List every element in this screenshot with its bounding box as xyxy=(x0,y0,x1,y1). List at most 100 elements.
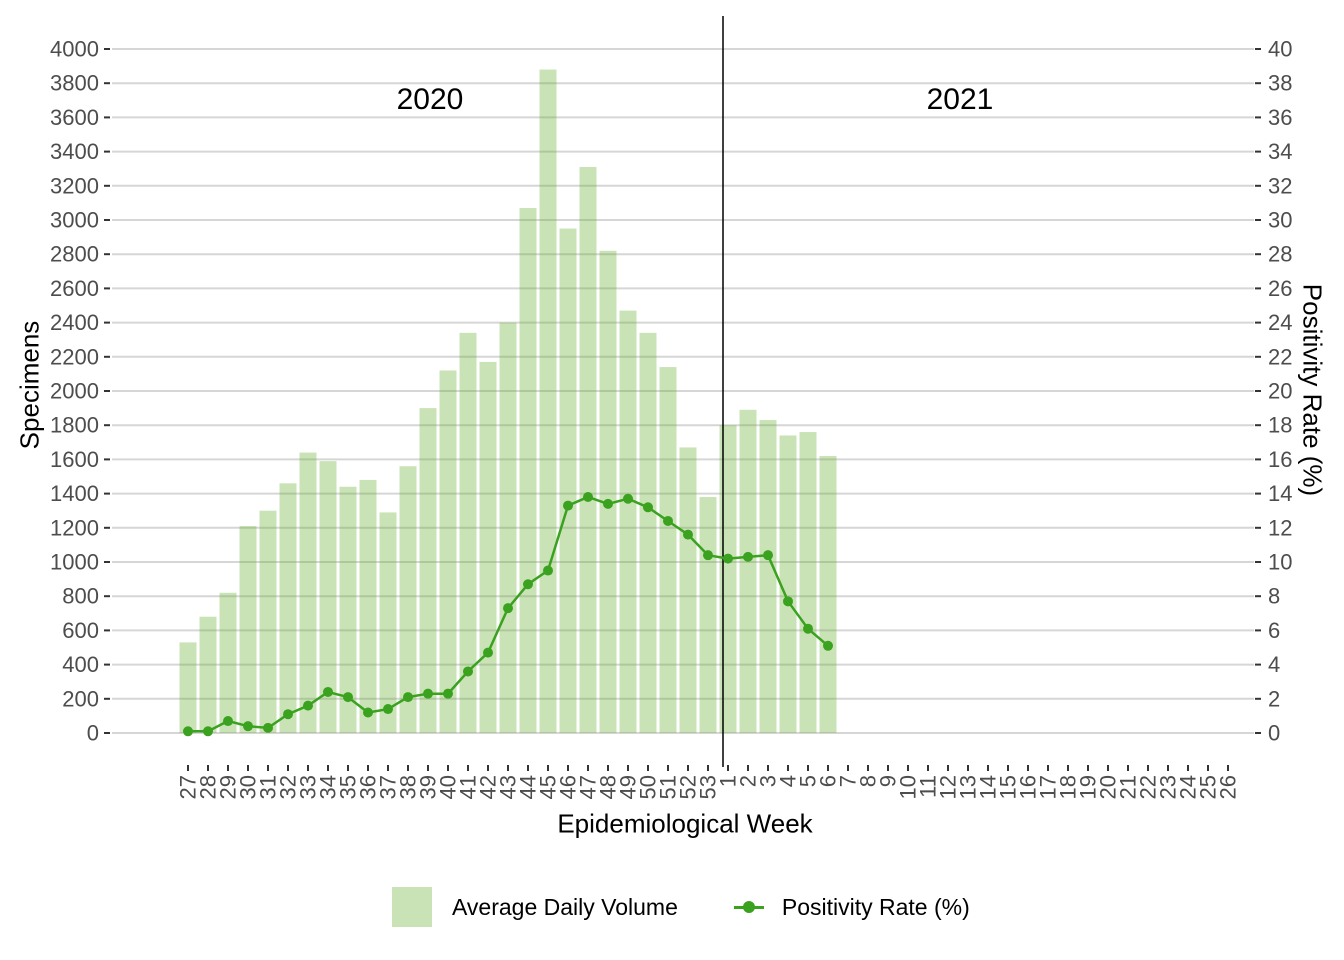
bar-2020-week-31 xyxy=(259,510,277,733)
point-2020-week-27 xyxy=(183,726,193,737)
bar-2020-week-52 xyxy=(679,447,697,733)
point-2020-week-46 xyxy=(563,500,573,511)
left-tick-label: 2600 xyxy=(50,276,99,301)
bar-2020-week-32 xyxy=(279,483,297,733)
x-tick-label-week-4-2021: 4 xyxy=(775,775,800,787)
right-tick-label: 34 xyxy=(1268,139,1292,164)
point-2020-week-32 xyxy=(283,709,293,720)
right-tick-label: 12 xyxy=(1268,515,1292,540)
bar-2020-week-49 xyxy=(619,310,637,733)
bar-2020-week-36 xyxy=(359,479,377,733)
point-2020-week-47 xyxy=(583,492,593,503)
bar-2021-week-1 xyxy=(719,425,737,733)
x-tick-label-week-1-2021: 1 xyxy=(715,775,740,787)
x-tick-label-week-22-2021: 22 xyxy=(1135,775,1160,799)
bar-2020-week-48 xyxy=(599,250,617,733)
x-tick-label-week-48-2020: 48 xyxy=(595,775,620,799)
bar-2021-week-3 xyxy=(759,420,777,733)
x-tick-label-week-17-2021: 17 xyxy=(1035,775,1060,799)
right-tick-label: 36 xyxy=(1268,105,1292,130)
left-axis: 0 200 400 600 800 1000 1200 1400 1600 1800 2000 220… xyxy=(50,36,110,745)
right-tick-label: 16 xyxy=(1268,447,1292,472)
x-tick-label-week-6-2021: 6 xyxy=(815,775,840,787)
point-2020-week-45 xyxy=(543,565,553,576)
left-tick-label: 1600 xyxy=(50,447,99,472)
year-label-2020: 2020 xyxy=(396,83,464,116)
left-tick-label: 2800 xyxy=(50,242,99,267)
left-tick-label: 2400 xyxy=(50,310,99,335)
point-2020-week-51 xyxy=(663,515,673,526)
point-2021-week-4 xyxy=(783,596,793,607)
point-2020-week-41 xyxy=(463,666,473,677)
bar-series-average-daily-volume xyxy=(179,69,837,734)
x-tick-label-week-32-2020: 32 xyxy=(275,775,300,799)
x-tick-label-week-21-2021: 21 xyxy=(1115,775,1140,799)
left-tick-label: 3000 xyxy=(50,207,99,232)
point-2020-week-39 xyxy=(423,688,433,699)
bar-2020-week-46 xyxy=(559,228,577,734)
x-tick-label-week-40-2020: 40 xyxy=(435,775,460,799)
point-2020-week-34 xyxy=(323,686,333,697)
x-tick-label-week-16-2021: 16 xyxy=(1015,775,1040,799)
point-2020-week-36 xyxy=(363,707,373,718)
left-tick-label: 800 xyxy=(62,584,99,609)
right-tick-label: 40 xyxy=(1268,36,1292,61)
left-tick-label: 200 xyxy=(62,686,99,711)
legend-swatch-volume xyxy=(392,887,432,927)
x-tick-label-week-2-2021: 2 xyxy=(735,775,760,787)
x-tick-label-week-44-2020: 44 xyxy=(515,775,540,799)
right-tick-label: 24 xyxy=(1268,310,1292,335)
bar-2020-week-42 xyxy=(479,361,497,733)
x-tick-label-week-11-2021: 11 xyxy=(915,775,940,798)
x-tick-label-week-50-2020: 50 xyxy=(635,775,660,799)
point-2021-week-1 xyxy=(723,553,733,564)
right-tick-label: 38 xyxy=(1268,71,1292,96)
point-2020-week-28 xyxy=(203,726,213,737)
x-axis-title: Epidemiological Week xyxy=(557,808,813,839)
point-2020-week-29 xyxy=(223,716,233,727)
x-tick-label-week-7-2021: 7 xyxy=(835,775,860,787)
right-tick-label: 22 xyxy=(1268,344,1292,369)
right-tick-label: 2 xyxy=(1268,686,1280,711)
left-tick-label: 3200 xyxy=(50,173,99,198)
bar-2020-week-28 xyxy=(199,616,217,733)
x-tick-label-week-33-2020: 33 xyxy=(295,775,320,799)
x-tick-label-week-45-2020: 45 xyxy=(535,775,560,799)
x-axis: 2728293031323334353637383940414243444546… xyxy=(175,765,1240,799)
x-tick-label-week-26-2021: 26 xyxy=(1215,775,1240,799)
point-2020-week-52 xyxy=(683,529,693,540)
gridlines xyxy=(112,48,1254,734)
right-axis-title: Positivity Rate (%) xyxy=(1297,283,1328,497)
x-tick-label-week-28-2020: 28 xyxy=(195,775,220,799)
x-tick-label-week-39-2020: 39 xyxy=(415,775,440,799)
left-tick-label: 4000 xyxy=(50,36,99,61)
bar-2020-week-43 xyxy=(499,322,517,733)
x-tick-label-week-36-2020: 36 xyxy=(355,775,380,799)
legend-label-volume: Average Daily Volume xyxy=(452,893,678,920)
bar-2020-week-38 xyxy=(399,466,417,733)
bar-2020-week-40 xyxy=(439,370,457,733)
bar-2021-week-6 xyxy=(819,455,837,733)
bar-2020-week-39 xyxy=(419,408,437,733)
left-tick-label: 1800 xyxy=(50,413,99,438)
bar-2020-week-30 xyxy=(239,526,257,733)
x-tick-label-week-35-2020: 35 xyxy=(335,775,360,799)
x-tick-label-week-30-2020: 30 xyxy=(235,775,260,799)
point-2020-week-50 xyxy=(643,502,653,513)
x-tick-label-week-15-2021: 15 xyxy=(995,775,1020,799)
point-2020-week-31 xyxy=(263,722,273,733)
right-tick-label: 4 xyxy=(1268,652,1280,677)
x-tick-label-week-51-2020: 51 xyxy=(655,775,680,799)
point-2020-week-33 xyxy=(303,700,313,711)
x-tick-label-week-13-2021: 13 xyxy=(955,775,980,799)
x-tick-label-week-12-2021: 12 xyxy=(935,775,960,799)
point-2020-week-35 xyxy=(343,692,353,703)
left-tick-label: 3800 xyxy=(50,71,99,96)
point-2020-week-48 xyxy=(603,498,613,509)
right-tick-label: 10 xyxy=(1268,549,1292,574)
left-tick-label: 3600 xyxy=(50,105,99,130)
left-tick-label: 1000 xyxy=(50,549,99,574)
bar-2021-week-2 xyxy=(739,409,757,733)
